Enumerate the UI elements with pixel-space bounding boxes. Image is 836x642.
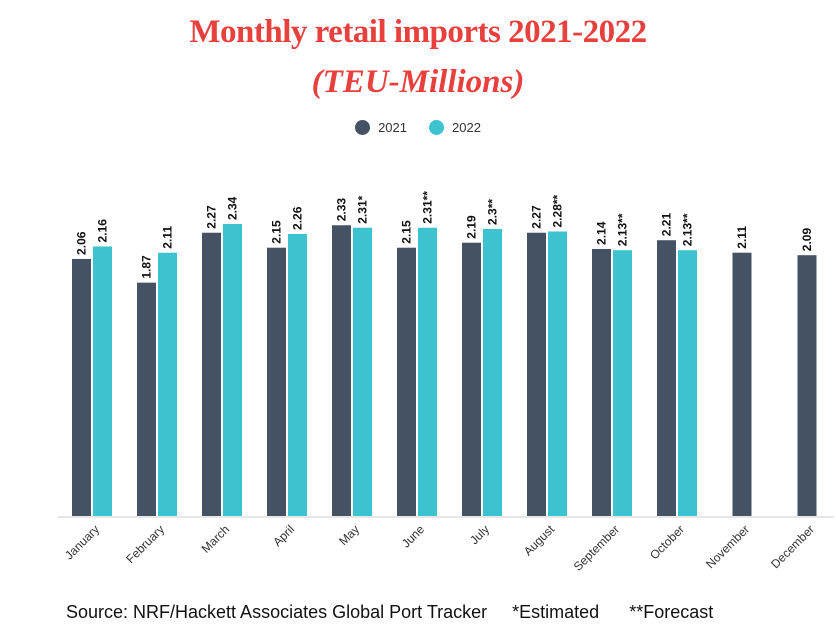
x-tick-label-october: October [647,522,687,562]
data-label-2022-july: 2.3** [486,199,500,225]
bar-2022-january [93,246,112,516]
data-label-2022-october: 2.13** [681,213,695,246]
legend-label-2022: 2022 [452,120,481,135]
x-tick-label-september: September [571,522,622,573]
bar-2021-august [527,232,546,516]
legend-swatch-2022 [429,120,444,135]
data-label-2022-january: 2.16 [96,219,110,243]
data-label-2022-april: 2.26 [291,206,305,230]
x-tick-label-february: February [123,522,167,566]
data-label-2022-august: 2.28** [551,194,565,227]
bar-2021-november [732,252,752,516]
data-label-2021-november: 2.11 [735,226,749,249]
data-label-2022-february: 2.11 [161,226,175,249]
data-label-2021-december: 2.09 [800,228,814,252]
data-label-2021-june: 2.15 [400,220,414,244]
data-label-2021-april: 2.15 [270,220,284,244]
data-label-2022-march: 2.34 [226,196,240,220]
data-label-2022-may: 2.31* [356,195,370,223]
legend-item-2022: 2022 [429,120,481,135]
source-note: Source: NRF/Hackett Associates Global Po… [66,602,714,622]
bar-2021-july [462,242,481,516]
x-tick-label-june: June [399,522,428,551]
data-label-2021-august: 2.27 [530,205,544,229]
bar-2022-april [288,233,307,516]
chart-title: Monthly retail imports 2021-2022 [189,14,647,50]
legend-label-2021: 2021 [378,120,407,135]
data-label-2021-february: 1.87 [140,255,154,279]
chart-subtitle: (TEU-Millions) [311,64,525,100]
data-label-2021-may: 2.33 [335,198,349,222]
x-tick-label-may: May [336,522,362,548]
x-tick-label-march: March [199,522,232,555]
bar-2022-march [223,224,242,516]
bar-2022-september [613,250,632,516]
bar-chart: 2.06 2.16 January 1.87 2.11 February 2.27 2.34 M… [58,191,834,574]
bar-2021-april [267,247,286,516]
bar-2022-june [418,227,437,516]
x-tick-label-november: November [703,522,752,571]
x-tick-label-january: January [62,522,102,562]
bar-2021-december [797,255,817,516]
data-label-2021-march: 2.27 [205,205,219,229]
bar-2021-may [332,225,351,516]
legend-item-2021: 2021 [355,120,407,135]
data-label-2021-october: 2.21 [660,213,674,237]
data-label-2021-january: 2.06 [75,231,89,255]
bar-2021-june [397,247,416,516]
x-tick-label-december: December [768,522,817,571]
x-tick-label-april: April [270,522,297,549]
data-label-2021-september: 2.14 [595,221,609,245]
bar-2021-october [657,240,676,516]
bar-2022-may [353,227,372,516]
data-label-2022-june: 2.31** [421,191,435,224]
legend-swatch-2021 [355,120,371,135]
bar-2022-february [158,252,177,516]
data-label-2022-september: 2.13** [616,213,630,246]
bar-2021-january [72,258,91,516]
bar-2021-february [137,282,156,516]
bar-2022-august [548,231,567,516]
bar-2022-july [483,228,502,516]
data-label-2021-july: 2.19 [465,215,479,239]
x-tick-label-august: August [521,522,558,559]
bar-2022-october [678,250,697,516]
x-tick-label-july: July [467,522,492,547]
bar-2021-march [202,232,221,516]
chart-legend: 2021 2022 [0,120,836,135]
bar-2021-september [592,248,611,516]
